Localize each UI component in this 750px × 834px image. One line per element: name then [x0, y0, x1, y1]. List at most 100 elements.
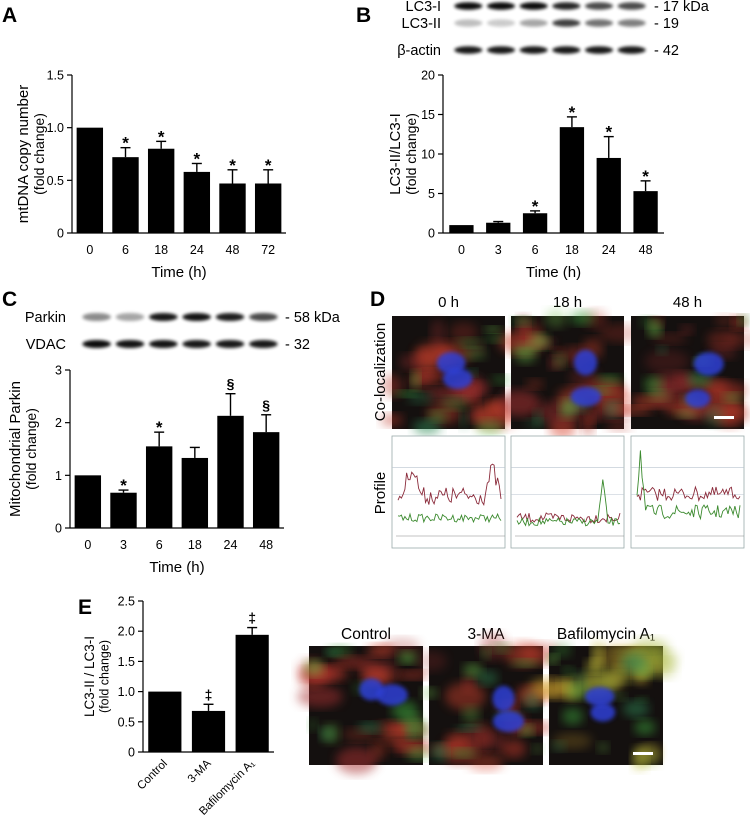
- x-tick-label: 0: [84, 538, 91, 552]
- blot-row-label: LC3-I: [406, 0, 441, 15]
- significance-mark: ‡: [205, 686, 213, 702]
- cytoplasm-signal: [297, 686, 343, 708]
- profile-trace: [397, 463, 502, 506]
- treatment-label: Bafilomycin A₁: [557, 626, 655, 643]
- row-label-colocalization: Co-localization: [372, 323, 389, 421]
- mitochondria-signal: [455, 725, 482, 732]
- cytoplasm-signal: [370, 741, 387, 759]
- y-tick-label: 0: [428, 227, 435, 241]
- y-tick-label: 15: [421, 108, 435, 122]
- cytoplasm-signal: [498, 390, 541, 417]
- profile-trace: [636, 450, 741, 521]
- blot-band: [149, 313, 178, 321]
- mitochondria-signal: [533, 410, 543, 427]
- panel-c: C Parkin - 58 kDa VDAC - 32 0 1 2 3 0 * 3 * 6 18 § 24 §…: [2, 288, 341, 576]
- x-tick-label: 6: [122, 243, 129, 257]
- mitochondria-signal: [398, 651, 417, 664]
- cytoplasm-signal: [330, 656, 373, 669]
- cytoplasm-signal: [500, 739, 527, 759]
- blot-band: [552, 2, 581, 10]
- cytoplasm-signal: [525, 379, 544, 389]
- x-tick-label: 3: [495, 243, 502, 257]
- bar: [235, 634, 269, 752]
- panel-letter-a: A: [2, 4, 17, 27]
- mitochondria-signal: [406, 746, 431, 761]
- x-tick-label: 18: [188, 538, 202, 552]
- panel-letter-e: E: [78, 596, 92, 619]
- chart-e: 00.51.01.52.02.5Control‡3-MA‡Bafilomycin…: [82, 595, 274, 818]
- intensity-profiles-d: [391, 435, 745, 549]
- mitochondria-signal: [304, 659, 324, 676]
- cytoplasm-signal: [444, 682, 486, 711]
- cytoplasm-signal: [415, 651, 448, 672]
- blot-band: [486, 19, 516, 27]
- blot-row-label: Parkin: [25, 310, 66, 326]
- mitochondria-signal: [572, 670, 586, 686]
- significance-mark: ‡: [248, 610, 256, 626]
- bar: [449, 225, 474, 233]
- western-blot-b: LC3-I - 17 kDa LC3-II - 19 β-actin - 42: [397, 0, 710, 59]
- blot-band: [552, 19, 581, 27]
- bar: [522, 213, 548, 233]
- profile-trace: [516, 512, 621, 524]
- mitochondria-signal: [622, 700, 650, 718]
- mitochondria-signal: [456, 338, 483, 348]
- micrographs-e: Control 3-MA Bafilomycin A₁: [297, 626, 678, 775]
- x-tick-label: 24: [224, 538, 238, 552]
- mitochondria-signal: [461, 705, 481, 724]
- significance-mark: §: [262, 397, 270, 413]
- blot-band: [115, 313, 145, 321]
- blot-band: [584, 2, 614, 10]
- y-axis-label: LC3-II/LC3-I: [387, 113, 404, 195]
- cytoplasm-signal: [467, 753, 504, 771]
- mitochondria-signal: [622, 652, 648, 673]
- x-tick-label: 48: [639, 243, 653, 257]
- scale-bar: [714, 416, 734, 419]
- mitochondria-signal: [519, 725, 534, 737]
- cytoplasm-signal: [487, 730, 507, 751]
- cytoplasm-signal: [399, 354, 422, 370]
- y-tick-label: 1: [55, 469, 62, 483]
- chart-a: 0 0.5 1.0 1.5 0 * 6 * 18 * 24 * 48 * 72 Time (h) mtDNA c…: [15, 69, 286, 281]
- x-tick-label: 3: [120, 538, 127, 552]
- significance-mark: *: [605, 123, 612, 142]
- mitochondria-signal: [475, 419, 503, 437]
- blot-band: [486, 46, 516, 54]
- blot-band: [115, 340, 145, 348]
- mitochondria-signal: [551, 741, 566, 752]
- cytoplasm-signal: [537, 685, 575, 700]
- x-tick-label: 0: [86, 243, 93, 257]
- x-tick-label: Control: [135, 758, 170, 793]
- mitochondria-signal: [391, 700, 419, 721]
- panel-e: E 0 0.5 1.0 1.5 2.0 2.5 Control ‡ 3-MA ‡ Bafilomyc…: [78, 595, 678, 818]
- blot-row-label: β-actin: [397, 43, 441, 59]
- blot-band: [584, 46, 614, 54]
- mitochondria-signal: [324, 649, 341, 657]
- significance-mark: *: [569, 103, 576, 122]
- panel-d: D 0 h 18 h 48 h Co-localization Profile: [370, 288, 750, 549]
- mitochondria-signal: [484, 326, 502, 333]
- cytoplasm-signal: [335, 747, 378, 775]
- profile-trace: [636, 485, 741, 502]
- y-tick-label: 1.0: [47, 121, 64, 135]
- x-tick-label: 18: [565, 243, 579, 257]
- blot-band: [249, 340, 278, 348]
- cytoplasm-signal: [606, 421, 632, 431]
- mitochondria-signal: [554, 353, 566, 368]
- significance-mark: *: [122, 134, 129, 153]
- x-tick-label: 3-MA: [186, 757, 214, 785]
- y-tick-label: 3: [55, 364, 62, 378]
- blot-band: [149, 340, 178, 348]
- y-tick-label: 0.5: [47, 174, 64, 188]
- cytoplasm-signal: [609, 405, 653, 415]
- mitochondria-signal: [428, 410, 448, 422]
- blot-band: [215, 340, 245, 348]
- mitochondria-signal: [357, 722, 383, 733]
- nucleus-signal: [685, 389, 711, 408]
- cytoplasm-signal: [591, 641, 604, 669]
- blot-band: [249, 313, 278, 321]
- nucleus-signal: [590, 702, 616, 722]
- bar: [74, 475, 102, 528]
- mitochondria-signal: [544, 309, 567, 328]
